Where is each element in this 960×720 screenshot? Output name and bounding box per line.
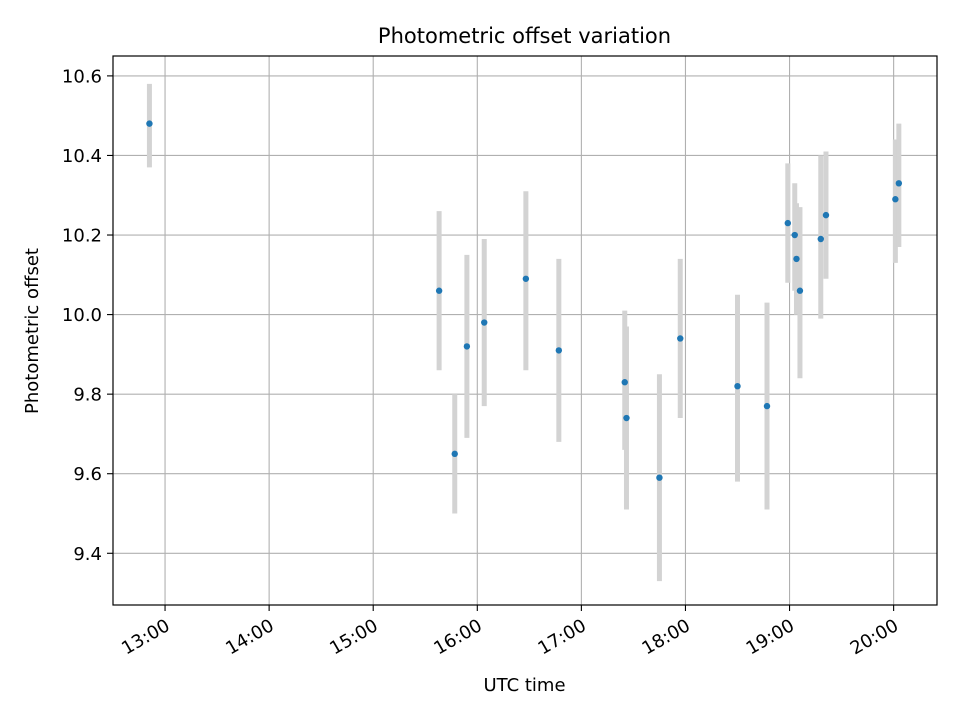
- data-point: [435, 287, 443, 294]
- data-point: [146, 120, 153, 127]
- data-point: [677, 335, 684, 342]
- data-point: [623, 414, 630, 422]
- data-markers: [146, 120, 903, 481]
- y-tick-label: 10.0: [62, 305, 102, 326]
- y-tick-label: 10.2: [62, 226, 102, 247]
- plot-frame: [112, 55, 938, 606]
- data-point: [621, 379, 628, 386]
- data-point: [463, 343, 471, 350]
- data-point: [656, 474, 663, 481]
- y-tick-label: 10.6: [62, 66, 102, 87]
- data-point: [895, 180, 903, 187]
- data-point: [784, 219, 792, 227]
- y-axis-ticks: 9.4 9.6 9.8 10.0 10.2 10.4 10.6: [62, 66, 113, 565]
- data-point: [791, 231, 798, 239]
- data-point: [451, 450, 458, 458]
- data-point: [481, 319, 488, 326]
- data-point: [796, 287, 804, 294]
- data-point: [555, 347, 563, 354]
- y-tick-label: 9.8: [73, 385, 102, 406]
- y-tick-label: 10.4: [62, 146, 102, 167]
- data-point: [822, 211, 830, 219]
- data-point: [763, 402, 771, 410]
- data-point: [522, 275, 530, 282]
- data-point: [892, 196, 899, 203]
- chart-title: Photometric offset variation: [378, 24, 671, 48]
- x-axis-label: UTC time: [483, 675, 565, 696]
- y-tick-label: 9.4: [73, 544, 102, 565]
- y-tick-label: 9.6: [73, 464, 102, 485]
- data-point: [793, 255, 800, 263]
- data-point: [734, 382, 741, 390]
- data-point: [817, 235, 824, 243]
- y-axis-label: Photometric offset: [22, 248, 43, 414]
